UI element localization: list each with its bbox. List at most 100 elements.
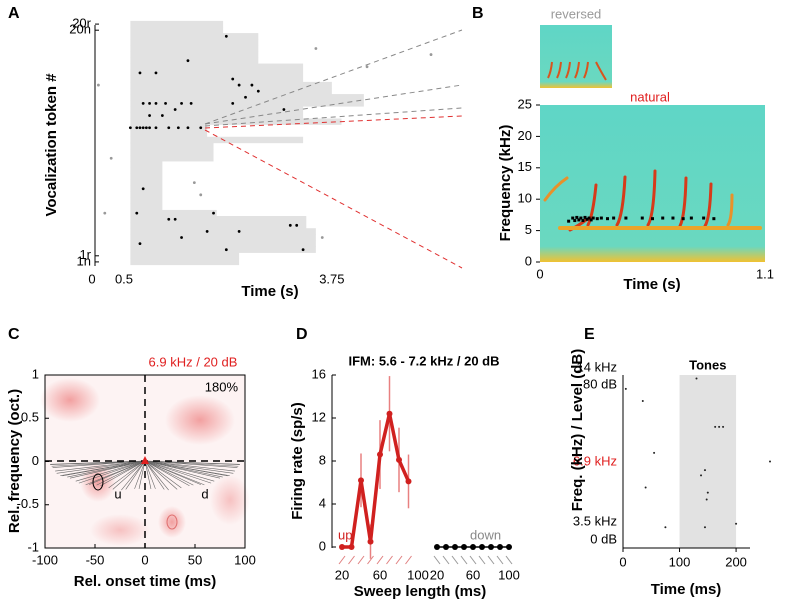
- streak: [595, 61, 607, 81]
- blob: [158, 506, 186, 538]
- spike: [585, 217, 589, 221]
- fan-line: [144, 460, 212, 484]
- contour: [166, 514, 178, 530]
- annotation: 180%: [205, 379, 239, 394]
- spike: [138, 126, 142, 130]
- stimulus-bar: [130, 69, 304, 77]
- point: [479, 544, 485, 550]
- point: [506, 544, 512, 550]
- spike: [589, 218, 593, 222]
- spike: [231, 77, 235, 81]
- spike: [186, 126, 190, 130]
- x-tick-label: 100: [498, 567, 520, 582]
- contour: [92, 473, 104, 491]
- stimulus-bar: [130, 39, 259, 46]
- y-tick-label: 4: [319, 495, 326, 510]
- x-tick-label: 20: [335, 567, 349, 582]
- spike: [661, 216, 665, 220]
- spike: [703, 469, 706, 472]
- y-axis-label: Frequency (kHz): [497, 125, 514, 242]
- point: [396, 456, 402, 463]
- spike: [135, 126, 139, 130]
- spike: [256, 89, 260, 93]
- x-tick-label: 0: [88, 271, 95, 286]
- sweep-glyph: [338, 555, 346, 565]
- spike: [705, 498, 708, 501]
- spike: [180, 236, 183, 239]
- spike: [103, 211, 107, 215]
- blob: [165, 395, 235, 445]
- spike: [651, 217, 654, 221]
- fan-line: [138, 460, 146, 490]
- spike: [583, 215, 587, 219]
- tone-label: Tones: [689, 357, 726, 372]
- stimulus-bar: [130, 51, 259, 58]
- sweep-glyph: [478, 555, 486, 565]
- y-tick-label: 0: [32, 453, 39, 468]
- spike: [714, 425, 717, 428]
- fan-line: [85, 460, 146, 486]
- spike: [664, 526, 667, 529]
- x-tick-label: 1.1: [756, 266, 774, 281]
- x-axis-label: Time (ms): [651, 581, 722, 598]
- spike: [575, 215, 579, 219]
- stimulus-bar: [130, 20, 224, 28]
- stimulus-bar: [130, 246, 316, 253]
- fan-line: [112, 460, 146, 490]
- x-tick-label: 200: [725, 554, 747, 569]
- fan-line: [56, 460, 146, 474]
- y-tick-label: -1: [27, 539, 39, 554]
- spike: [314, 47, 318, 50]
- spike: [295, 223, 299, 227]
- spike: [154, 126, 158, 130]
- stimulus-bar: [130, 228, 316, 235]
- point: [386, 410, 393, 417]
- spike: [573, 219, 577, 223]
- spike: [282, 108, 286, 111]
- fan-line: [144, 460, 194, 486]
- stimulus-bar: [130, 136, 304, 144]
- spike: [606, 217, 609, 221]
- point: [443, 544, 449, 550]
- stimulus-bar: [130, 155, 214, 162]
- fan-line: [144, 460, 215, 482]
- fan-line: [144, 460, 234, 474]
- spike: [148, 114, 151, 117]
- spike: [167, 217, 171, 221]
- spike: [695, 377, 698, 380]
- spike: [212, 211, 215, 215]
- fan-line: [144, 460, 165, 490]
- stimulus-bar: [130, 57, 259, 64]
- x-tick-label: -100: [32, 552, 58, 567]
- y-label: 14 kHz: [577, 359, 617, 374]
- spike: [164, 101, 167, 105]
- point: [405, 478, 412, 485]
- fan-label: d: [201, 486, 208, 501]
- fan-line: [67, 460, 146, 478]
- fan-line: [144, 460, 223, 478]
- fan-line: [144, 460, 190, 487]
- panel-letter: A: [8, 5, 20, 22]
- spike: [718, 425, 721, 428]
- stimulus-bar: [130, 94, 364, 101]
- spike: [237, 83, 241, 87]
- stimulus-bar: [130, 63, 304, 70]
- y-axis-label: Freq. (kHz) / Level (dB): [569, 349, 586, 512]
- blob: [90, 514, 150, 546]
- spike: [612, 216, 616, 220]
- fan-line: [144, 460, 205, 486]
- fan-line: [144, 460, 156, 489]
- spectrogram: [540, 105, 765, 262]
- x-tick-label: 0: [141, 552, 148, 567]
- stimulus-bar: [130, 240, 316, 247]
- series-label: down: [470, 527, 501, 542]
- spike: [96, 83, 100, 87]
- y-tick-label: 20r: [72, 16, 91, 31]
- stimulus-bar: [130, 100, 364, 107]
- streak: [615, 175, 627, 227]
- stimulus-bar: [130, 234, 316, 241]
- point: [452, 544, 458, 550]
- stimulus-bar: [130, 203, 163, 211]
